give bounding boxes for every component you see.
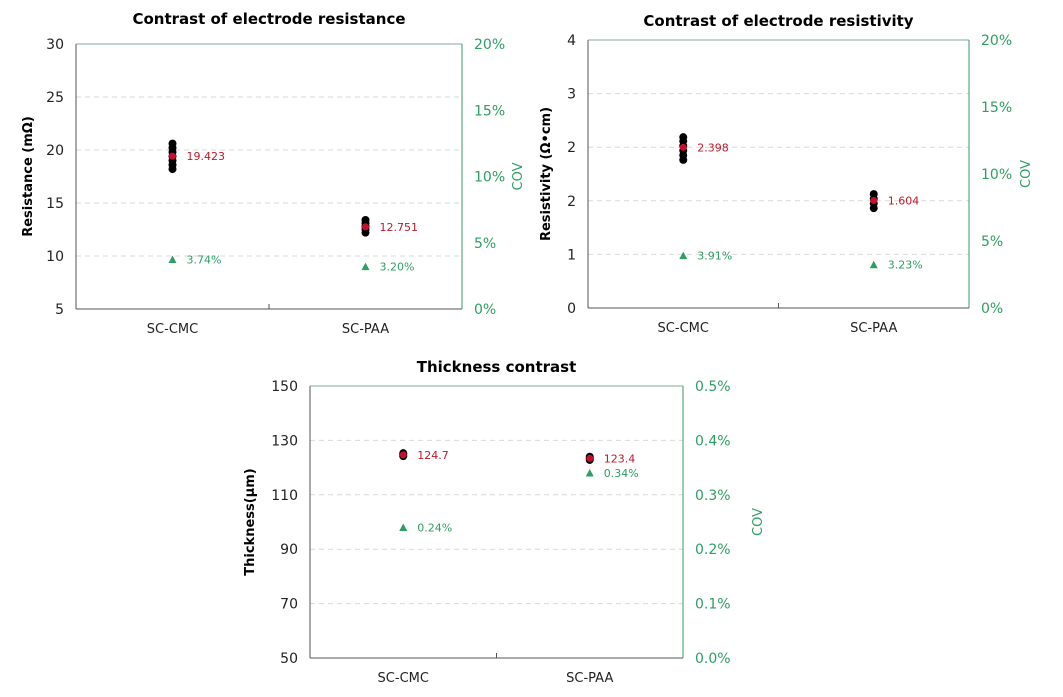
y2-tick-label: 0.5% (695, 379, 731, 395)
chart-title: Contrast of electrode resistivity (643, 12, 913, 30)
y-tick-label: 10 (46, 249, 64, 265)
y-tick-label: 1 (567, 247, 576, 263)
mean-label: 19.423 (187, 150, 226, 163)
y2-tick-label: 5% (474, 236, 496, 252)
data-point (679, 133, 688, 142)
y-axis-title: Resistance (mΩ) (21, 116, 36, 237)
y2-axis-title: COV (511, 162, 526, 190)
cov-label: 3.91% (697, 250, 732, 263)
y2-axis-title: COV (1019, 160, 1034, 188)
x-tick-label: SC-CMC (147, 322, 198, 337)
cov-label: 3.20% (380, 261, 415, 274)
x-tick-label: SC-CMC (658, 321, 709, 336)
cov-marker (869, 260, 878, 269)
y-tick-label: 15 (46, 196, 64, 212)
y-tick-label: 110 (271, 488, 298, 504)
y-tick-label: 2 (567, 140, 576, 156)
y2-tick-label: 0% (474, 302, 496, 318)
cov-label: 3.23% (888, 259, 923, 272)
data-point (168, 139, 177, 148)
x-tick-label: SC-PAA (342, 322, 389, 337)
mean-point (399, 451, 407, 459)
y2-tick-label: 0.4% (695, 433, 731, 449)
mean-label: 2.398 (697, 141, 729, 154)
y-axis-title: Thickness(μm) (243, 468, 258, 575)
y2-tick-label: 0% (981, 301, 1003, 317)
data-point (869, 190, 878, 199)
y-axis-title: Resistivity (Ω•cm) (539, 107, 554, 241)
mean-label: 1.604 (888, 195, 920, 208)
y2-tick-label: 0.3% (695, 488, 731, 504)
y-tick-label: 130 (271, 433, 298, 449)
y2-tick-label: 10% (981, 167, 1012, 183)
y2-tick-label: 20% (981, 33, 1012, 49)
y-tick-label: 70 (280, 597, 298, 613)
x-tick-label: SC-PAA (850, 321, 897, 336)
y2-tick-label: 15% (474, 103, 505, 119)
y2-axis-title: COV (751, 508, 766, 536)
y-tick-label: 90 (280, 542, 298, 558)
y-tick-label: 3 (567, 87, 576, 103)
x-tick-label: SC-CMC (378, 671, 429, 686)
mean-label: 123.4 (604, 452, 636, 465)
mean-point (362, 223, 369, 231)
y2-tick-label: 0.0% (695, 651, 731, 667)
chart-3: Thickness contrast 50 70 90 110 130 150 0.0% 0.1… (243, 358, 766, 686)
y-tick-label: 30 (46, 37, 64, 53)
mean-label: 12.751 (380, 221, 419, 234)
mean-point (679, 143, 687, 151)
chart-title: Contrast of electrode resistance (132, 10, 405, 28)
cov-label: 0.34% (604, 467, 639, 480)
cov-marker (679, 251, 688, 260)
y2-tick-label: 0.1% (695, 597, 731, 613)
y-tick-label: 0 (567, 301, 576, 317)
y-tick-label: 150 (271, 379, 298, 395)
y-tick-label: 5 (55, 302, 64, 318)
y-tick-label: 20 (46, 143, 64, 159)
chart-1: Contrast of electrode resistance 5 10 15 20 2… (21, 10, 526, 337)
mean-label: 124.7 (417, 449, 449, 462)
y2-tick-label: 20% (474, 37, 505, 53)
y2-tick-label: 15% (981, 100, 1012, 116)
y-tick-label: 25 (46, 90, 64, 106)
y-tick-label: 4 (567, 33, 576, 49)
data-point (361, 215, 370, 224)
mean-point (870, 197, 878, 205)
cov-marker (399, 523, 408, 531)
mean-point (586, 454, 594, 462)
mean-point (169, 152, 176, 160)
cov-marker (585, 469, 594, 477)
cov-marker (168, 255, 177, 263)
cov-label: 0.24% (417, 521, 452, 534)
cov-label: 3.74% (187, 253, 222, 266)
chart-2: Contrast of electrode resistivity 0 1 2 2 3 4 0… (539, 12, 1034, 336)
y-tick-label: 50 (280, 651, 298, 667)
y2-tick-label: 10% (474, 170, 505, 186)
y-tick-label: 2 (567, 194, 576, 210)
chart-title: Thickness contrast (417, 358, 577, 376)
x-tick-label: SC-PAA (566, 671, 613, 686)
y2-tick-label: 5% (981, 234, 1003, 250)
cov-marker (361, 262, 370, 271)
y2-tick-label: 0.2% (695, 542, 731, 558)
